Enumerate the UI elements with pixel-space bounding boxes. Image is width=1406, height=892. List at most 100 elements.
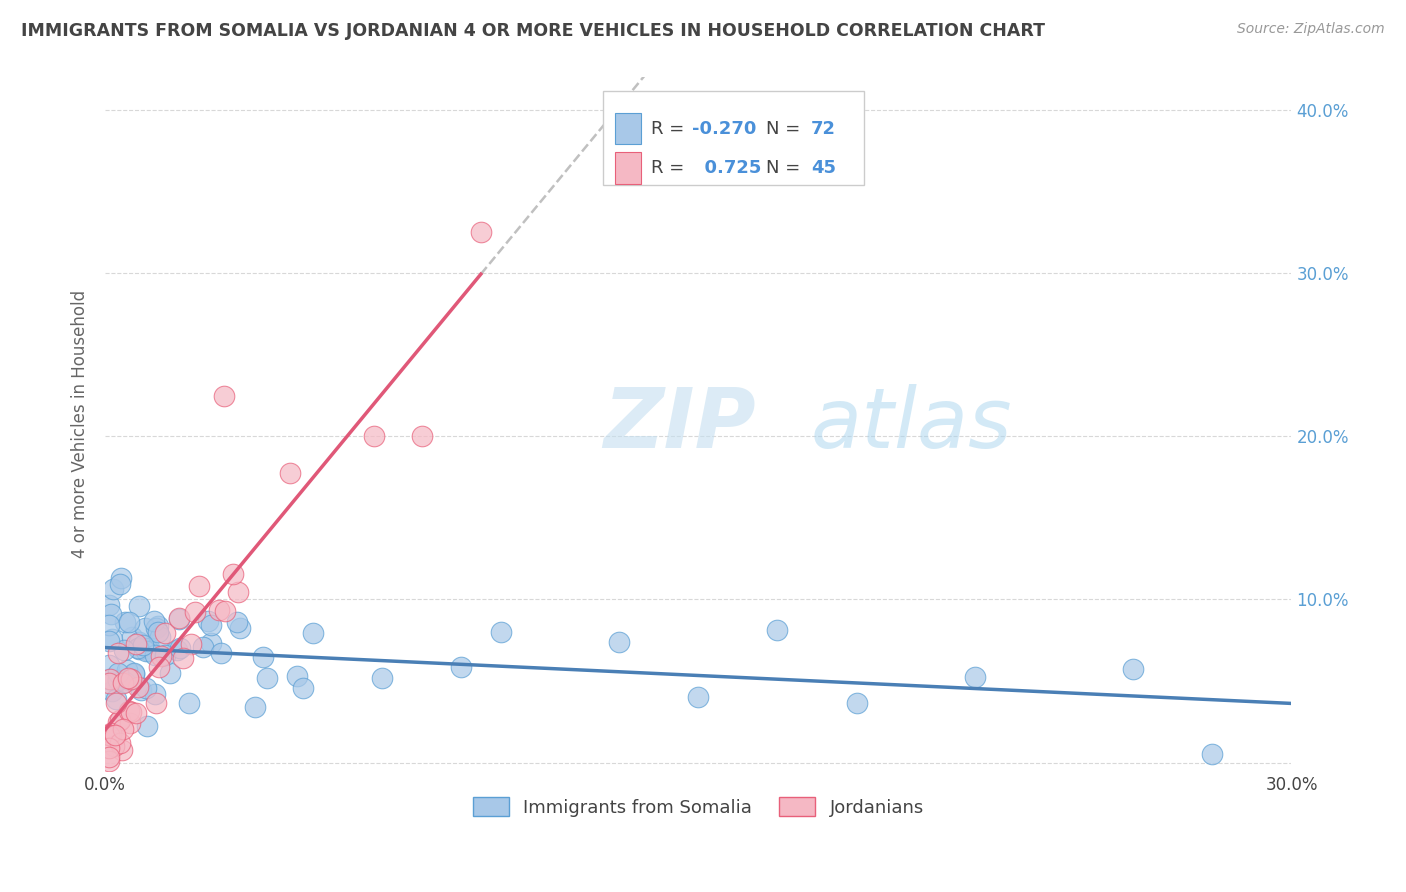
Point (167, 612, 190, 626)
Point (191, 640, 214, 654)
Point (229, 621, 252, 635)
Point (121, 631, 143, 645)
Point (100, 684, 122, 698)
Point (148, 659, 170, 673)
Point (108, 713, 131, 727)
Point (98, 749, 121, 764)
Point (146, 619, 169, 633)
Point (143, 648, 166, 662)
Point (766, 623, 789, 637)
Text: IMMIGRANTS FROM SOMALIA VS JORDANIAN 4 OR MORE VEHICLES IN HOUSEHOLD CORRELATION: IMMIGRANTS FROM SOMALIA VS JORDANIAN 4 O… (21, 22, 1045, 40)
Point (145, 696, 167, 710)
Text: 0.725: 0.725 (692, 159, 762, 177)
Point (98, 728, 121, 742)
Point (226, 585, 249, 599)
Point (127, 641, 149, 656)
Y-axis label: 4 or more Vehicles in Household: 4 or more Vehicles in Household (72, 290, 89, 558)
Point (98, 676, 121, 690)
Point (103, 582, 125, 597)
Point (118, 715, 141, 730)
Point (278, 467, 301, 481)
Point (371, 671, 394, 685)
Point (470, 226, 492, 240)
Point (111, 743, 134, 757)
Point (197, 614, 219, 628)
Point (411, 429, 433, 443)
Text: -0.270: -0.270 (692, 120, 756, 137)
Point (122, 666, 145, 681)
Point (134, 622, 156, 636)
Point (135, 718, 157, 732)
Legend: Immigrants from Somalia, Jordanians: Immigrants from Somalia, Jordanians (465, 790, 931, 824)
Text: 72: 72 (811, 120, 837, 137)
Point (166, 643, 188, 657)
Text: atlas: atlas (811, 384, 1012, 465)
Point (104, 730, 127, 744)
Point (285, 669, 308, 683)
Point (131, 638, 153, 652)
Point (117, 672, 139, 686)
Point (200, 618, 222, 632)
Point (98, 754, 121, 768)
Point (114, 615, 136, 629)
Text: ZIP: ZIP (603, 384, 756, 465)
Point (221, 566, 243, 581)
Point (118, 615, 141, 629)
Point (291, 681, 314, 696)
Point (98, 634, 121, 648)
Point (243, 699, 266, 714)
Point (143, 687, 166, 701)
Point (148, 624, 170, 639)
Point (115, 663, 138, 677)
Point (128, 635, 150, 649)
Point (209, 646, 232, 660)
Text: N =: N = (766, 159, 806, 177)
Point (208, 602, 231, 616)
FancyBboxPatch shape (603, 91, 865, 185)
Point (153, 626, 176, 640)
Point (98, 618, 121, 632)
Point (363, 429, 385, 443)
Point (252, 650, 274, 665)
Point (112, 723, 135, 737)
Point (108, 576, 131, 591)
Point (128, 642, 150, 657)
Point (114, 674, 136, 689)
Text: Source: ZipAtlas.com: Source: ZipAtlas.com (1237, 22, 1385, 37)
Point (135, 643, 157, 657)
Point (127, 680, 149, 694)
Point (104, 728, 127, 742)
Point (135, 681, 157, 695)
Point (105, 696, 128, 710)
Point (200, 636, 222, 650)
Point (845, 696, 868, 710)
Point (214, 604, 236, 618)
Text: 45: 45 (811, 159, 837, 177)
Point (450, 660, 472, 674)
Point (108, 736, 131, 750)
Point (607, 635, 630, 649)
Point (100, 607, 122, 621)
Point (122, 667, 145, 681)
Point (159, 666, 181, 681)
Point (98, 672, 121, 686)
Point (107, 646, 129, 660)
Point (98, 672, 121, 686)
Point (118, 704, 141, 718)
Point (129, 682, 152, 697)
Point (112, 643, 135, 657)
FancyBboxPatch shape (616, 153, 641, 184)
Text: R =: R = (651, 159, 690, 177)
Point (138, 644, 160, 658)
Point (150, 648, 173, 663)
Point (100, 728, 122, 742)
Point (1122, 662, 1144, 676)
Point (489, 625, 512, 640)
Point (98, 740, 121, 755)
Point (124, 706, 146, 720)
Point (138, 641, 160, 656)
Point (212, 388, 235, 402)
FancyBboxPatch shape (616, 113, 641, 145)
Point (101, 632, 124, 647)
Point (169, 641, 191, 656)
